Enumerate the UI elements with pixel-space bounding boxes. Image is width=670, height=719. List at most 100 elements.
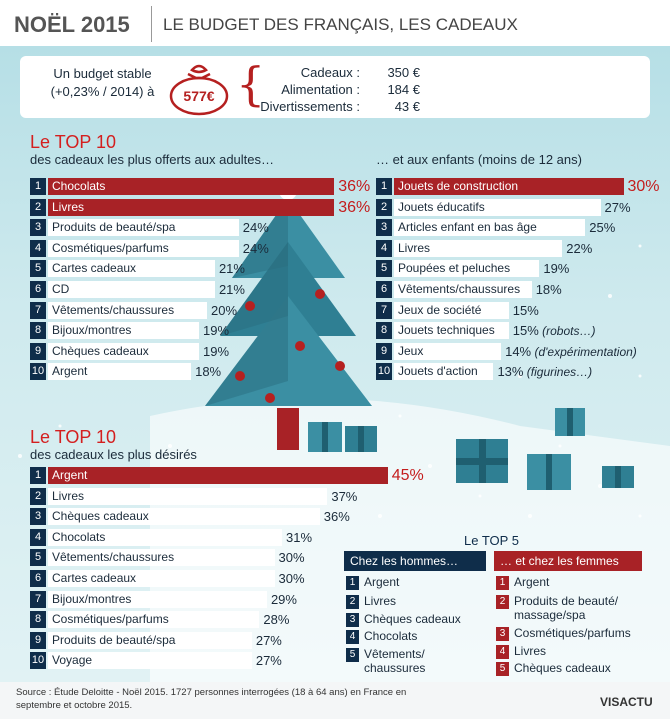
children-row: 9 Jeux 14% (d'expérimentation) — [376, 342, 670, 360]
adults-row: 3 Produits de beauté/spa 24% — [30, 219, 548, 237]
bar-label: Vêtements/chaussures — [398, 282, 521, 296]
budget-amount: 577€ — [183, 88, 215, 104]
budget-label-line: Un budget stable (+0,23% / 2014) à — [50, 66, 155, 99]
rank-badge: 5 — [496, 662, 509, 676]
bar-label: Articles enfant en bas âge — [398, 220, 537, 235]
budget-item-label: Alimentation : — [281, 82, 360, 97]
bar-label: Livres — [52, 488, 85, 503]
children-subtitle: … et aux enfants (moins de 12 ans) — [376, 152, 582, 167]
rank-badge: 4 — [346, 630, 359, 644]
adults-row: 6 CD 21% — [30, 281, 548, 298]
rank-badge: 2 — [496, 595, 509, 609]
header: NOËL 2015 LE BUDGET DES FRANÇAIS, LES CA… — [0, 0, 670, 46]
desired-row: 10 Voyage 27% — [30, 652, 528, 670]
top5-label: Argent — [514, 575, 550, 589]
bar-value: 27% — [255, 632, 282, 648]
bar-label: Poupées et peluches — [398, 261, 511, 276]
bar-label: Argent — [52, 364, 88, 379]
bar-label: Vêtements/chaussures — [52, 302, 175, 317]
children-row: 7 Jeux de société 15% — [376, 301, 670, 319]
adults-title: Le TOP 10 — [30, 132, 117, 152]
rank-badge: 4 — [496, 645, 509, 659]
bar-value: 27% — [604, 199, 631, 215]
rank-badge: 10 — [30, 363, 46, 381]
bar-label: Jouets de construction — [398, 179, 519, 193]
rank-badge: 4 — [30, 528, 46, 546]
bar — [48, 652, 252, 670]
bar-label: Jouets d'action — [398, 364, 478, 379]
bar-value: 25% — [589, 220, 616, 236]
bar — [48, 363, 192, 381]
bar-value: 24% — [242, 240, 269, 256]
bar — [48, 611, 260, 629]
desired-row: 1 Argent 45% — [30, 467, 528, 484]
rank-badge: 2 — [376, 198, 392, 216]
bar — [394, 301, 509, 319]
rank-badge: 5 — [30, 260, 46, 278]
bar-value: 21% — [218, 282, 245, 297]
budget-item: Divertissements : 43 € — [258, 98, 420, 115]
bar-value: 45% — [391, 467, 424, 484]
bar — [394, 239, 563, 257]
bar-value: 19% — [203, 323, 230, 339]
bar-value: 14% (d'expérimentation) — [505, 343, 637, 359]
rank-badge: 2 — [30, 487, 46, 505]
adults-row: 8 Bijoux/montres 19% — [30, 322, 548, 340]
adults-subtitle: des cadeaux les plus offerts aux adultes… — [30, 152, 275, 167]
adults-row: 9 Chèques cadeaux 19% — [30, 342, 548, 360]
bar-value: 22% — [566, 240, 593, 256]
bar-label: Chèques cadeaux — [52, 343, 149, 358]
bar-label: Chocolats — [52, 179, 106, 193]
rank-badge: 9 — [376, 342, 392, 360]
top5-label: Produits de beauté/ massage/spa — [514, 594, 619, 622]
rank-badge: 5 — [30, 549, 46, 567]
rank-badge: 10 — [376, 363, 392, 381]
children-row: 10 Jouets d'action 13% (figurines…) — [376, 363, 670, 381]
brace-icon: { — [236, 57, 266, 111]
bar-value: 20% — [211, 302, 238, 318]
desired-row: 7 Bijoux/montres 29% — [30, 590, 528, 608]
bar-value: 24% — [242, 220, 269, 236]
top5-label: Livres — [364, 594, 397, 608]
rank-badge: 9 — [30, 342, 46, 360]
bar-label: Bijoux/montres — [52, 323, 132, 338]
bar — [48, 178, 335, 195]
rank-badge: 4 — [376, 239, 392, 257]
bar-label: Cartes cadeaux — [52, 261, 137, 276]
budget-breakdown: Cadeaux :350 € Alimentation :184 € Diverti… — [258, 64, 420, 115]
bar — [394, 281, 532, 298]
bar — [48, 260, 215, 278]
budget-item: Cadeaux : 350 € — [258, 64, 420, 81]
desired-row: 6 Cartes cadeaux 30% — [30, 570, 528, 587]
bar-value: 37% — [331, 488, 358, 504]
top5-label: Livres — [514, 644, 547, 658]
top5-label: Argent — [364, 575, 400, 589]
bar-label: Cartes cadeaux — [52, 571, 137, 585]
budget-panel — [20, 56, 650, 118]
bar-note: (figurines…) — [523, 365, 593, 380]
top5-label: Chèques cadeaux — [514, 661, 611, 675]
bar — [48, 301, 207, 319]
rank-badge: 7 — [30, 590, 46, 608]
rank-badge: 3 — [496, 627, 509, 641]
bar — [48, 281, 215, 298]
bar-note: (d'expérimentation) — [531, 344, 637, 359]
top5-label: Chèques cadeaux — [364, 612, 461, 626]
bar-label: Cosmétiques/parfums — [52, 240, 169, 255]
rank-badge: 2 — [30, 198, 46, 216]
bar-label: CD — [52, 282, 70, 296]
top5-label: Vêtements/ chaussures — [364, 647, 426, 675]
budget-label: Un budget stable (+0,23% / 2014) à — [40, 65, 165, 101]
rank-badge: 9 — [30, 631, 46, 649]
rank-badge: 3 — [376, 219, 392, 237]
bar-label: Chèques cadeaux — [52, 509, 149, 524]
header-divider — [151, 6, 152, 42]
bar-value: 21% — [218, 261, 245, 277]
bar-value: 36% — [338, 198, 371, 216]
bar-label: Cosmétiques/parfums — [52, 612, 169, 627]
top5-title: Le TOP 5 — [464, 533, 519, 548]
adults-row: 2 Livres 36% — [30, 198, 548, 216]
budget-item-label: Cadeaux : — [300, 65, 360, 80]
bar — [48, 528, 283, 546]
